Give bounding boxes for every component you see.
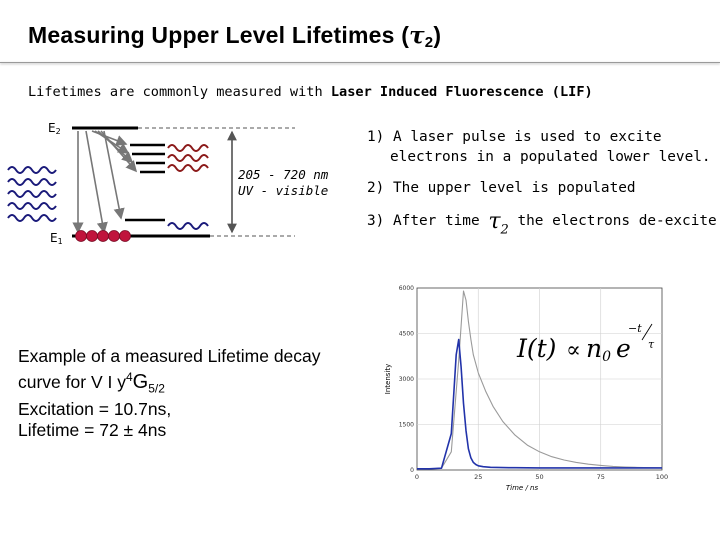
step-1-line-1: 1) A laser pulse is used to excite bbox=[367, 129, 662, 145]
step-3: 3) After time τ2 the electrons de-excite bbox=[367, 211, 717, 240]
laser-wave-icons bbox=[7, 166, 57, 222]
y-tick-label: 4500 bbox=[399, 331, 414, 338]
lower-level-label: E1 bbox=[50, 231, 63, 246]
step-3-before: 3) After time bbox=[367, 213, 480, 229]
x-tick-label: 100 bbox=[656, 473, 668, 481]
x-tick-label: 50 bbox=[535, 473, 543, 481]
step-3-tau-symbol: τ2 bbox=[488, 209, 509, 238]
step-1-line-2: electrons in a populated lower level. bbox=[390, 149, 711, 165]
spectral-region-label: UV - visible bbox=[238, 183, 328, 198]
formula-lhs: I(t) bbox=[516, 334, 556, 363]
plot-gridlines bbox=[417, 288, 662, 470]
term-subscript: 5/2 bbox=[148, 381, 165, 396]
x-axis-label: Time / ns bbox=[506, 484, 539, 492]
slide-title: Measuring Upper Level Lifetimes (τ2) bbox=[28, 22, 441, 51]
formula-fraction-slash bbox=[641, 323, 653, 341]
laser-wave-icon-lower bbox=[167, 222, 209, 230]
formula-exponent-denominator: τ bbox=[648, 338, 655, 351]
step-2: 2) The upper level is populated bbox=[367, 180, 636, 196]
formula-relation: ∝ bbox=[566, 338, 581, 363]
title-text: Measuring Upper Level Lifetimes ( bbox=[28, 22, 410, 48]
x-tick-label: 75 bbox=[597, 473, 605, 481]
title-tau-symbol: τ bbox=[409, 22, 425, 49]
title-subscript: 2 bbox=[424, 34, 434, 51]
term-superscript: 4 bbox=[125, 370, 133, 384]
excitation-text: Excitation = 10.7ns, bbox=[18, 399, 172, 420]
example-description: Example of a measured Lifetime decay cur… bbox=[18, 346, 373, 441]
intermediate-levels bbox=[125, 143, 165, 222]
y-tick-label: 3000 bbox=[399, 376, 414, 383]
lifetime-text: Lifetime = 72 ± 4ns bbox=[18, 420, 167, 441]
x-tick-label: 0 bbox=[415, 473, 419, 481]
term-letter: G bbox=[132, 370, 149, 393]
upper-level-label: E2 bbox=[48, 121, 61, 136]
formula-coef: n0 bbox=[586, 334, 611, 365]
electron-dots bbox=[75, 230, 131, 242]
intro-bold-text: Laser Induced Fluorescence (LIF) bbox=[330, 84, 593, 100]
title-close-paren: ) bbox=[433, 22, 442, 48]
decay-arrows bbox=[72, 130, 138, 234]
y-tick-label: 1500 bbox=[399, 422, 414, 429]
example-line-2: curve for V I y4G5/2 bbox=[18, 370, 165, 396]
intro-plain-text: Lifetimes are commonly measured with bbox=[28, 84, 331, 100]
wavelength-range-label: 205 - 720 nm bbox=[238, 167, 329, 182]
step-1: 1) A laser pulse is used to excite elect… bbox=[367, 127, 711, 167]
series-line-2 bbox=[417, 338, 662, 470]
x-tick-label: 25 bbox=[474, 473, 482, 481]
plot-series bbox=[416, 290, 663, 470]
decay-formula: I(t) ∝ n0 e −t τ bbox=[516, 322, 655, 365]
formula-exponent-numerator: −t bbox=[628, 322, 642, 335]
plot-tick-labels: 0 25 50 75 100 0 1500 3000 4500 6000 bbox=[399, 285, 668, 481]
y-tick-label: 6000 bbox=[399, 285, 414, 292]
step-3-after: the electrons de-excite bbox=[517, 213, 717, 229]
example-line-1: Example of a measured Lifetime decay bbox=[18, 346, 321, 366]
fluorescence-wave-icons bbox=[167, 144, 209, 172]
formula-base: e bbox=[616, 334, 631, 363]
y-tick-label: 0 bbox=[410, 467, 414, 474]
energy-level-diagram: E2 E1 205 - 720 nm UV - visible bbox=[7, 121, 329, 246]
series-line-1 bbox=[416, 290, 663, 470]
y-axis-label: Intensity bbox=[384, 364, 392, 394]
intro-sentence: Lifetimes are commonly measured with Las… bbox=[28, 84, 593, 100]
title-divider bbox=[0, 62, 720, 63]
lifetime-decay-chart: 0 25 50 75 100 0 1500 3000 4500 6000 Time / ns In… bbox=[384, 285, 668, 492]
